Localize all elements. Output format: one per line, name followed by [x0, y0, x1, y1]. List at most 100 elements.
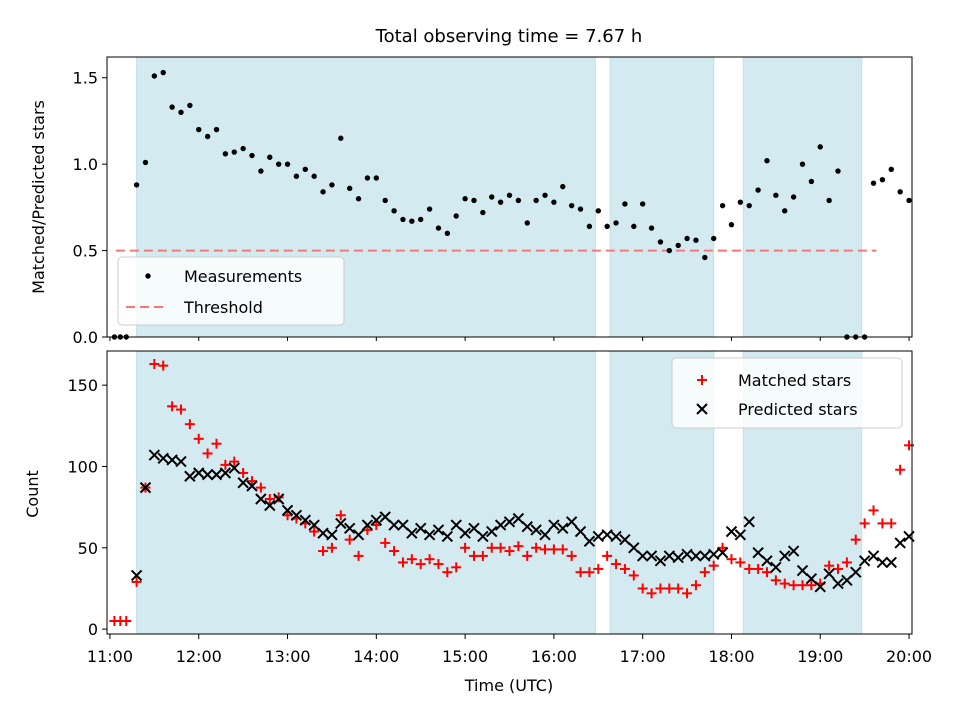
- matched-point: [566, 550, 577, 561]
- measurement-point: [222, 151, 229, 157]
- measurement-point: [471, 197, 477, 204]
- measurement-point: [773, 192, 779, 198]
- matched-point: [255, 482, 266, 493]
- predicted-point: [130, 569, 143, 582]
- predicted-point: [681, 548, 693, 561]
- measurement-point: [782, 208, 788, 214]
- predicted-point: [264, 499, 276, 512]
- observing-span: [609, 56, 715, 338]
- predicted-point: [210, 468, 223, 481]
- predicted-point: [841, 574, 853, 587]
- matched-point: [477, 550, 488, 561]
- matched-point: [619, 563, 630, 574]
- measurement-point: [631, 223, 637, 230]
- predicted-point: [512, 512, 525, 525]
- measurement-point: [808, 178, 815, 185]
- matched-point: [433, 559, 444, 570]
- matched-point: [202, 448, 213, 459]
- matched-point: [273, 492, 284, 503]
- measurement-point: [213, 126, 220, 133]
- measurement-point: [764, 158, 770, 164]
- top-y-ticks: 0.0 0.5 1.0 1.5: [73, 69, 107, 347]
- matched-point: [167, 401, 178, 412]
- matched-point: [593, 563, 604, 574]
- predicted-point: [619, 533, 631, 546]
- matched-point: [708, 560, 719, 571]
- predicted-point: [796, 564, 809, 577]
- matched-point: [877, 518, 888, 529]
- matched-point: [264, 494, 275, 505]
- top-x-ticks: [109, 337, 910, 341]
- measurement-point: [142, 159, 149, 166]
- matched-point: [522, 550, 533, 561]
- matched-point: [335, 510, 346, 521]
- measurement-point: [746, 202, 752, 209]
- measurements-points: [111, 69, 912, 340]
- matched-point: [886, 518, 897, 529]
- matched-point: [247, 476, 258, 487]
- legend-matched-label: Matched stars: [738, 371, 851, 390]
- measurement-point: [675, 242, 681, 249]
- top-y-axis-label: Matched/Predicted stars: [29, 100, 48, 294]
- matched-point: [344, 534, 355, 545]
- top-legend: Measurements Threshold: [117, 256, 345, 326]
- matched-point: [779, 578, 790, 589]
- top-axes-frame: [106, 56, 913, 338]
- observing-span: [742, 56, 863, 338]
- legend-threshold-label: Threshold: [183, 298, 263, 317]
- measurement-point: [613, 220, 619, 226]
- predicted-point: [326, 529, 338, 541]
- measurement-point: [560, 183, 566, 190]
- measurement-point: [693, 237, 699, 243]
- measurement-point: [196, 126, 202, 133]
- measurement-point: [799, 161, 806, 167]
- predicted-point: [175, 455, 187, 468]
- predicted-point: [734, 529, 747, 541]
- predicted-point: [876, 556, 889, 569]
- matched-point: [868, 505, 879, 516]
- measurement-point: [293, 173, 300, 179]
- predicted-point: [237, 477, 249, 489]
- matched-point: [229, 456, 240, 467]
- measurement-point: [284, 161, 291, 167]
- measurement-point: [346, 185, 353, 192]
- predicted-point: [539, 529, 551, 541]
- legend-predicted-marker: [696, 403, 708, 415]
- y-tick-label: 1.5: [73, 69, 98, 88]
- x-tick-label: 11:00: [87, 647, 133, 666]
- measurement-point: [897, 189, 903, 195]
- predicted-point: [343, 522, 356, 534]
- matched-point: [611, 559, 622, 570]
- matched-point: [415, 559, 426, 570]
- matched-point: [468, 550, 479, 561]
- observing-span: [136, 350, 596, 635]
- measurement-point: [586, 223, 593, 230]
- measurement-point: [835, 168, 841, 174]
- matched-point: [761, 567, 772, 578]
- measurement-point: [684, 235, 690, 242]
- matched-point: [220, 459, 231, 470]
- matched-point: [557, 544, 568, 555]
- predicted-point: [805, 572, 818, 585]
- x-tick-label: 16:00: [531, 647, 577, 666]
- measurement-point: [497, 199, 504, 205]
- predicted-point: [388, 519, 400, 531]
- measurement-point: [906, 197, 912, 204]
- legend-plus: [697, 375, 707, 385]
- predicted-point: [352, 529, 365, 541]
- measurement-point: [790, 194, 797, 200]
- legend-measurements-label: Measurements: [184, 267, 302, 286]
- measurement-point: [364, 175, 371, 181]
- matched-point: [353, 550, 364, 561]
- predicted-point: [725, 525, 738, 538]
- measurement-point: [639, 201, 646, 207]
- legend-cross: [696, 403, 708, 415]
- predicted-point: [548, 519, 560, 531]
- measurement-point: [755, 187, 761, 193]
- x-tick-label: 12:00: [176, 647, 222, 666]
- matched-point: [397, 557, 408, 568]
- predicted-point: [885, 556, 897, 569]
- measurement-point: [542, 192, 548, 198]
- measurement-point: [338, 135, 344, 141]
